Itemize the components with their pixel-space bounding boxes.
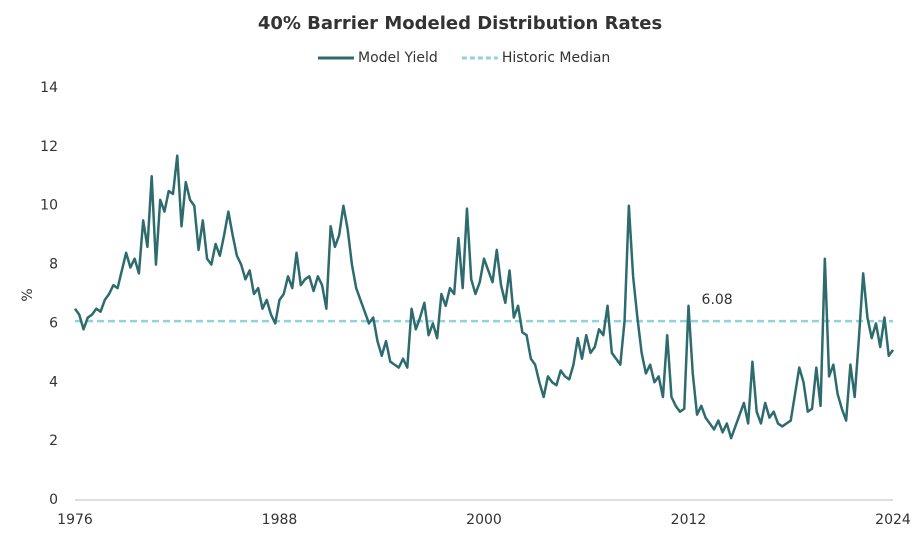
- median-label: 6.08: [702, 292, 733, 308]
- y-tick-label: 10: [40, 198, 58, 214]
- y-tick-label: 12: [40, 139, 58, 155]
- line-series: [73, 154, 895, 440]
- x-tick-label: 2012: [671, 512, 707, 528]
- y-axis-label: %: [20, 288, 36, 301]
- y-tick-label: 2: [49, 433, 58, 449]
- chart-title: 40% Barrier Modeled Distribution Rates: [258, 13, 662, 34]
- legend-label: Model Yield: [358, 50, 438, 66]
- x-tick-label: 1976: [57, 512, 93, 528]
- y-tick-label: 0: [49, 492, 58, 508]
- x-tick-label: 1988: [262, 512, 298, 528]
- y-tick-label: 14: [40, 80, 58, 96]
- x-tick-label: 2000: [466, 512, 502, 528]
- y-tick-label: 6: [49, 315, 58, 331]
- x-tick-label: 2024: [875, 512, 911, 528]
- legend-label: Historic Median: [502, 50, 610, 66]
- y-tick-label: 8: [49, 257, 58, 273]
- y-tick-label: 4: [49, 374, 58, 390]
